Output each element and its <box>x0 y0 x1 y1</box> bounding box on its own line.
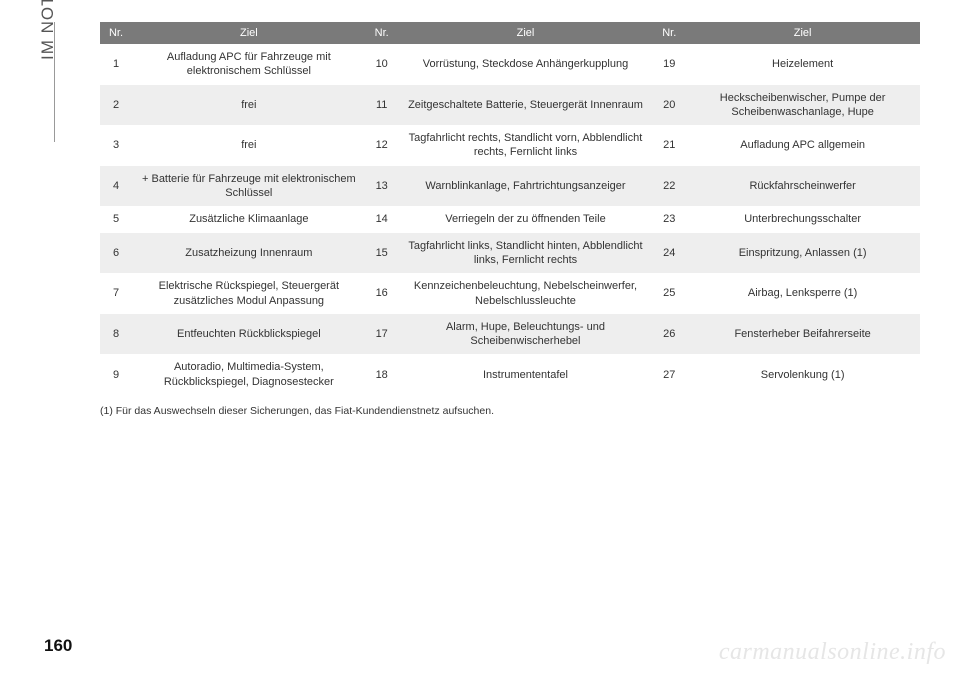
cell: 2 <box>100 85 132 126</box>
cell: Unterbrechungsschalter <box>685 206 920 232</box>
cell: 27 <box>653 354 685 395</box>
cell: Zusatzheizung Innenraum <box>132 233 366 274</box>
fuse-table-container: Nr. Ziel Nr. Ziel Nr. Ziel 1 Aufladung A… <box>100 22 920 417</box>
col-ziel-2: Ziel <box>398 22 654 44</box>
cell: 5 <box>100 206 132 232</box>
cell: Airbag, Lenksperre (1) <box>685 273 920 314</box>
fuse-table: Nr. Ziel Nr. Ziel Nr. Ziel 1 Aufladung A… <box>100 22 920 395</box>
cell: Heckscheibenwischer, Pumpe der Scheibenw… <box>685 85 920 126</box>
cell: Zeitgeschaltete Batterie, Steuergerät In… <box>398 85 654 126</box>
cell: 11 <box>366 85 398 126</box>
cell: 24 <box>653 233 685 274</box>
cell: Autoradio, Multimedia-System, Rückblicks… <box>132 354 366 395</box>
cell: 7 <box>100 273 132 314</box>
cell: Tagfahrlicht rechts, Standlicht vorn, Ab… <box>398 125 654 166</box>
cell: 13 <box>366 166 398 207</box>
cell: 18 <box>366 354 398 395</box>
cell: 10 <box>366 44 398 85</box>
cell: Verriegeln der zu öffnenden Teile <box>398 206 654 232</box>
cell: 25 <box>653 273 685 314</box>
cell: frei <box>132 85 366 126</box>
footnote: (1) Für das Auswechseln dieser Sicherung… <box>100 405 920 417</box>
watermark: carmanualsonline.info <box>719 639 946 666</box>
cell: 21 <box>653 125 685 166</box>
cell: Tagfahrlicht links, Standlicht hinten, A… <box>398 233 654 274</box>
table-row: 3 frei 12 Tagfahrlicht rechts, Standlich… <box>100 125 920 166</box>
cell: 4 <box>100 166 132 207</box>
col-nr-3: Nr. <box>653 22 685 44</box>
cell: 9 <box>100 354 132 395</box>
cell: 14 <box>366 206 398 232</box>
cell: 20 <box>653 85 685 126</box>
col-ziel-1: Ziel <box>132 22 366 44</box>
cell: Aufladung APC für Fahrzeuge mit elektron… <box>132 44 366 85</box>
col-nr-2: Nr. <box>366 22 398 44</box>
cell: Warnblinkanlage, Fahrtrichtungsanzeiger <box>398 166 654 207</box>
cell: + Batterie für Fahrzeuge mit elektronisc… <box>132 166 366 207</box>
table-row: 2 frei 11 Zeitgeschaltete Batterie, Steu… <box>100 85 920 126</box>
page-number: 160 <box>44 636 72 656</box>
table-row: 9 Autoradio, Multimedia-System, Rückblic… <box>100 354 920 395</box>
cell: Rückfahrscheinwerfer <box>685 166 920 207</box>
table-body: 1 Aufladung APC für Fahrzeuge mit elektr… <box>100 44 920 395</box>
cell: 12 <box>366 125 398 166</box>
table-row: 4 + Batterie für Fahrzeuge mit elektroni… <box>100 166 920 207</box>
cell: 16 <box>366 273 398 314</box>
cell: Fensterheber Beifahrerseite <box>685 314 920 355</box>
cell: 26 <box>653 314 685 355</box>
cell: Alarm, Hupe, Beleuchtungs- und Scheibenw… <box>398 314 654 355</box>
cell: 17 <box>366 314 398 355</box>
cell: Servolenkung (1) <box>685 354 920 395</box>
cell: frei <box>132 125 366 166</box>
cell: Heizelement <box>685 44 920 85</box>
cell: 23 <box>653 206 685 232</box>
cell: Entfeuchten Rückblickspiegel <box>132 314 366 355</box>
cell: 22 <box>653 166 685 207</box>
table-row: 1 Aufladung APC für Fahrzeuge mit elektr… <box>100 44 920 85</box>
cell: 1 <box>100 44 132 85</box>
table-header-row: Nr. Ziel Nr. Ziel Nr. Ziel <box>100 22 920 44</box>
table-row: 6 Zusatzheizung Innenraum 15 Tagfahrlich… <box>100 233 920 274</box>
cell: 15 <box>366 233 398 274</box>
cell: Instrumententafel <box>398 354 654 395</box>
cell: Einspritzung, Anlassen (1) <box>685 233 920 274</box>
cell: Kennzeichenbeleuchtung, Nebelscheinwerfe… <box>398 273 654 314</box>
table-row: 5 Zusätzliche Klimaanlage 14 Verriegeln … <box>100 206 920 232</box>
table-row: 8 Entfeuchten Rückblickspiegel 17 Alarm,… <box>100 314 920 355</box>
cell: 8 <box>100 314 132 355</box>
sidebar-label: IM NOTFALL <box>38 0 58 60</box>
col-ziel-3: Ziel <box>685 22 920 44</box>
cell: Elektrische Rückspiegel, Steuergerät zus… <box>132 273 366 314</box>
cell: 19 <box>653 44 685 85</box>
cell: Zusätzliche Klimaanlage <box>132 206 366 232</box>
table-row: 7 Elektrische Rückspiegel, Steuergerät z… <box>100 273 920 314</box>
cell: 3 <box>100 125 132 166</box>
col-nr-1: Nr. <box>100 22 132 44</box>
cell: Aufladung APC allgemein <box>685 125 920 166</box>
cell: 6 <box>100 233 132 274</box>
cell: Vorrüstung, Steckdose Anhängerkupplung <box>398 44 654 85</box>
